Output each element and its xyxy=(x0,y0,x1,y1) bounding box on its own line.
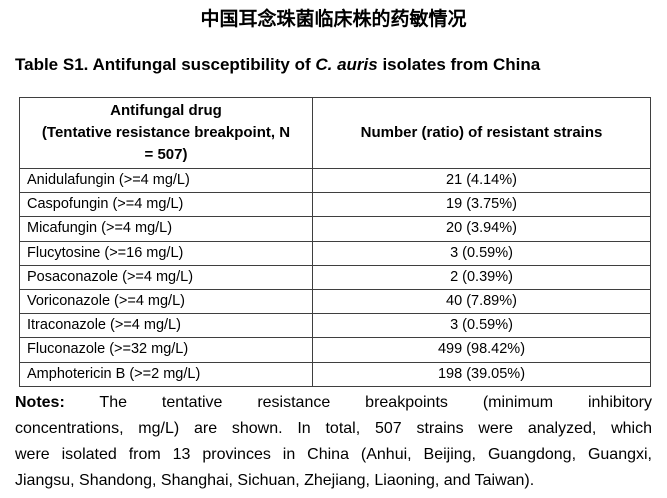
value-cell: 2 (0.39%) xyxy=(312,264,651,290)
table-row: Flucytosine (>=16 mg/L) 3 (0.59%) xyxy=(19,240,651,266)
table-title-species-italic: C. auris xyxy=(315,55,378,74)
col-header-antifungal-drug: Antifungal drug (Tentative resistance br… xyxy=(19,97,313,169)
value-cell: 20 (3.94%) xyxy=(312,216,651,242)
notes-line: Jiangsu, Shandong, Shanghai, Sichuan, Zh… xyxy=(15,471,535,489)
drug-cell: Anidulafungin (>=4 mg/L) xyxy=(19,167,313,194)
table-row: Anidulafungin (>=4 mg/L) 21 (4.14%) xyxy=(19,167,651,194)
drug-cell: Posaconazole (>=4 mg/L) xyxy=(19,264,313,290)
table-row: Voriconazole (>=4 mg/L) 40 (7.89%) xyxy=(19,288,651,315)
value-cell: 19 (3.75%) xyxy=(312,192,651,218)
col-header-line: Antifungal drug xyxy=(110,102,222,119)
table-row: Fluconazole (>=32 mg/L) 499 (98.42%) xyxy=(19,337,651,363)
notes-line-text: The tentative resistance breakpoints (mi… xyxy=(99,393,653,411)
drug-cell: Fluconazole (>=32 mg/L) xyxy=(19,337,313,363)
drug-cell: Voriconazole (>=4 mg/L) xyxy=(19,288,313,315)
table-title-prefix: Table S1. Antifungal susceptibility of xyxy=(15,55,316,74)
notes-line: Notes: The tentative resistance breakpoi… xyxy=(15,390,652,416)
value-cell: 21 (4.14%) xyxy=(312,167,651,194)
page-title-chinese: 中国耳念珠菌临床株的药敏情况 xyxy=(200,8,467,30)
table-row: Itraconazole (>=4 mg/L) 3 (0.59%) xyxy=(19,313,651,339)
table-title: Table S1. Antifungal susceptibility of C… xyxy=(15,55,652,75)
drug-cell: Amphotericin B (>=2 mg/L) xyxy=(19,361,313,387)
drug-cell: Itraconazole (>=4 mg/L) xyxy=(19,313,313,339)
col-header-line: (Tentative resistance breakpoint, N xyxy=(41,124,291,141)
notes-paragraph: Notes: The tentative resistance breakpoi… xyxy=(15,390,652,494)
table-header-row: Antifungal drug (Tentative resistance br… xyxy=(19,97,651,169)
susceptibility-table: Antifungal drug (Tentative resistance br… xyxy=(19,97,651,387)
table-title-suffix: isolates from China xyxy=(377,55,541,74)
table-row: Micafungin (>=4 mg/L) 20 (3.94%) xyxy=(19,216,651,242)
table-row: Posaconazole (>=4 mg/L) 2 (0.39%) xyxy=(19,264,651,290)
value-cell: 3 (0.59%) xyxy=(312,313,651,339)
table-row: Caspofungin (>=4 mg/L) 19 (3.75%) xyxy=(19,192,651,218)
col-header-line: = 507) xyxy=(144,146,188,163)
table-row: Amphotericin B (>=2 mg/L) 198 (39.05%) xyxy=(19,361,651,387)
notes-line: concentrations, mg/L) are shown. In tota… xyxy=(15,419,652,437)
value-cell: 40 (7.89%) xyxy=(312,288,651,315)
drug-cell: Flucytosine (>=16 mg/L) xyxy=(19,240,313,266)
notes-label: Notes: xyxy=(15,393,65,411)
drug-cell: Micafungin (>=4 mg/L) xyxy=(19,216,313,242)
col-header-resistant-strains: Number (ratio) of resistant strains xyxy=(312,97,651,169)
col-header-line: Number (ratio) of resistant strains xyxy=(360,124,603,141)
notes-line: were isolated from 13 provinces in China… xyxy=(15,445,652,463)
value-cell: 3 (0.59%) xyxy=(312,240,651,266)
value-cell: 499 (98.42%) xyxy=(312,337,651,363)
drug-cell: Caspofungin (>=4 mg/L) xyxy=(19,192,313,218)
value-cell: 198 (39.05%) xyxy=(312,361,651,387)
